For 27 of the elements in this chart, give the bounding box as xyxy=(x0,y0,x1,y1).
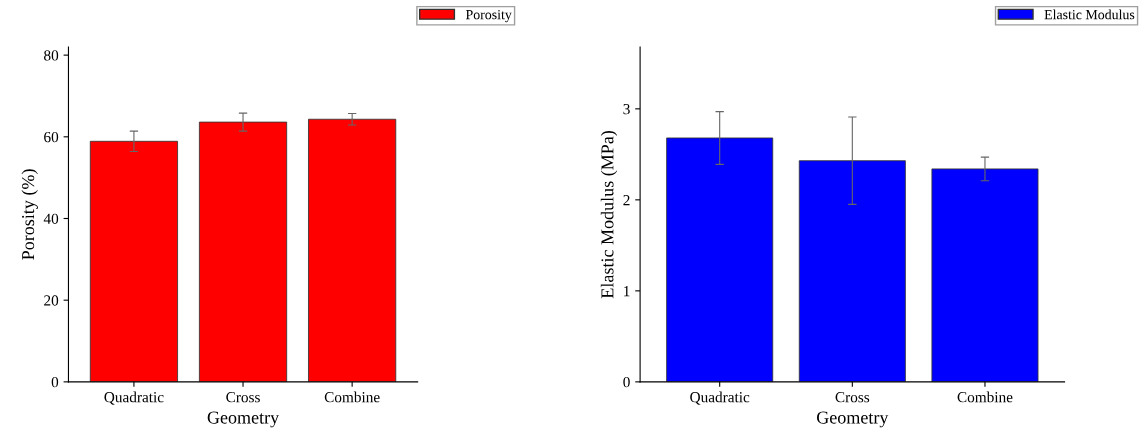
x-tick-label: Combine xyxy=(957,391,1013,403)
y-axis-title: Porosity (%) xyxy=(21,169,38,260)
legend-label: Elastic Modulus xyxy=(1044,9,1135,20)
y-tick-label: 40 xyxy=(43,213,59,224)
bar xyxy=(198,121,288,382)
x-tick-label: Cross xyxy=(835,392,870,403)
y-tick-label: 20 xyxy=(44,295,59,306)
y-tick-label: 1 xyxy=(624,286,630,297)
x-tick-label: Cross xyxy=(226,392,260,403)
legend-label: Porosity xyxy=(465,9,512,23)
y-axis-title: Elastic Modulus (MPa) xyxy=(600,130,618,299)
y-tick-label: 3 xyxy=(623,104,630,115)
bar xyxy=(666,137,774,382)
y-tick-label: 2 xyxy=(623,195,630,206)
x-tick-label: Combine xyxy=(324,391,380,403)
y-tick-label: 60 xyxy=(44,131,59,143)
x-tick-label: Quadratic xyxy=(104,391,164,405)
x-tick-label: Quadratic xyxy=(690,391,750,405)
bar xyxy=(308,118,397,382)
x-axis-title: Geometry xyxy=(816,411,889,428)
bar xyxy=(798,160,906,382)
y-tick-label: 0 xyxy=(623,377,630,388)
x-axis-title: Geometry xyxy=(207,411,280,428)
bar xyxy=(931,168,1039,382)
y-tick-label: 0 xyxy=(51,377,59,388)
bar xyxy=(89,140,178,382)
y-tick-label: 80 xyxy=(44,50,59,61)
